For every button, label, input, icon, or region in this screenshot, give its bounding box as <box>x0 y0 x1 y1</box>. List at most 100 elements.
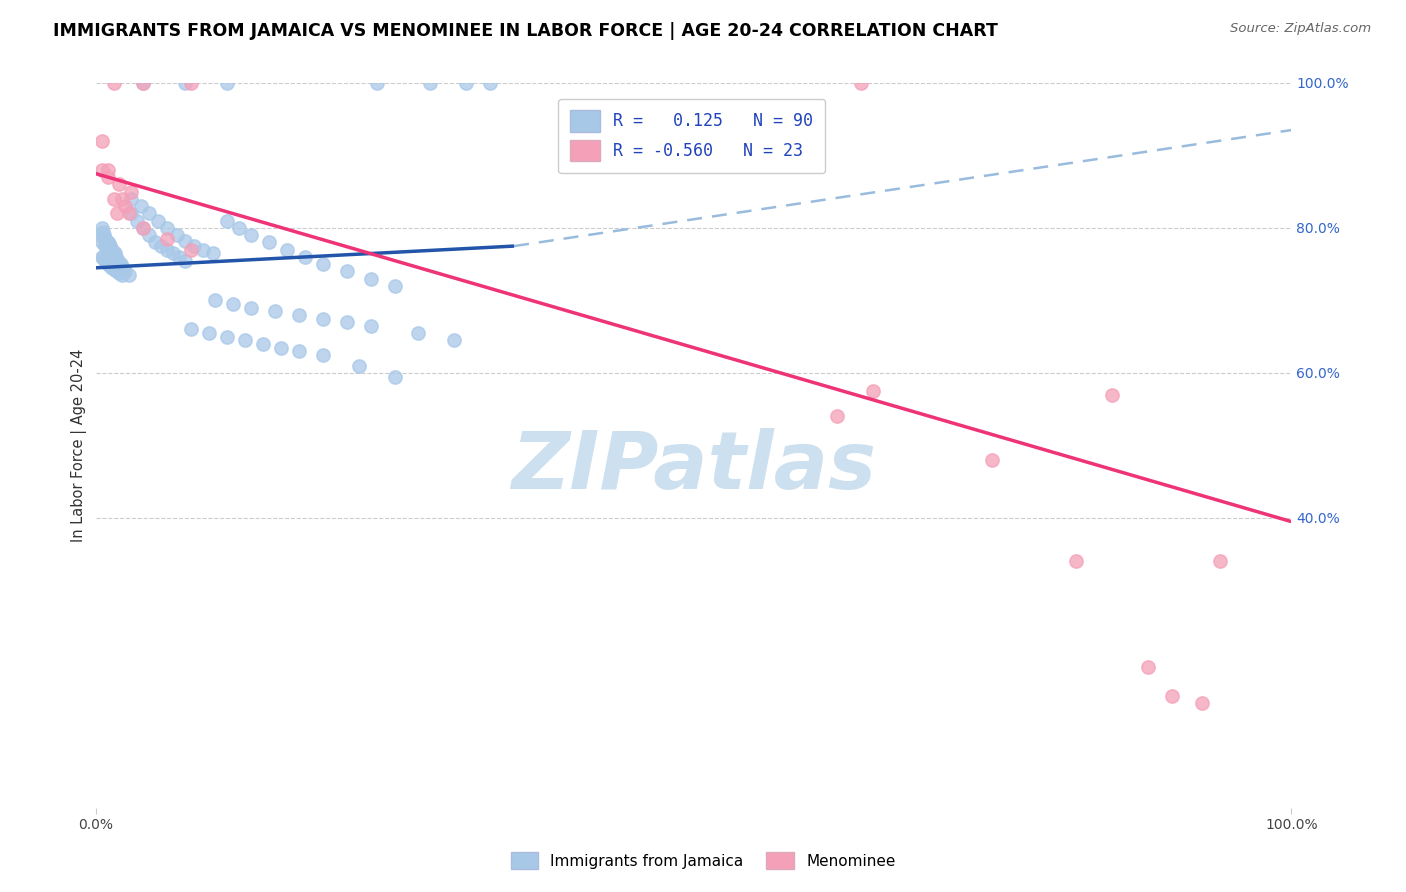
Point <box>96 243 118 257</box>
Point <box>479 76 502 90</box>
Point <box>132 221 155 235</box>
Point <box>103 246 125 260</box>
Point <box>96 235 118 250</box>
Point <box>193 243 215 257</box>
Point <box>111 192 134 206</box>
Point <box>103 192 125 206</box>
Point <box>1064 554 1087 568</box>
Point <box>96 234 118 248</box>
Point <box>143 235 166 250</box>
Point <box>384 369 406 384</box>
Point <box>183 239 205 253</box>
Point <box>111 260 134 275</box>
Point <box>240 301 263 315</box>
Point <box>217 76 239 90</box>
Point <box>104 250 127 264</box>
Point <box>138 228 160 243</box>
Point <box>233 334 256 348</box>
Text: IMMIGRANTS FROM JAMAICA VS MENOMINEE IN LABOR FORCE | AGE 20-24 CORRELATION CHAR: IMMIGRANTS FROM JAMAICA VS MENOMINEE IN … <box>53 22 998 40</box>
Point <box>132 76 155 90</box>
Point <box>108 257 131 271</box>
Point <box>294 250 316 264</box>
Point <box>94 232 117 246</box>
Point <box>360 271 382 285</box>
Point <box>114 199 136 213</box>
Point <box>96 235 118 250</box>
Point <box>201 246 224 260</box>
Point <box>120 192 142 206</box>
Point <box>156 221 179 235</box>
Point <box>98 246 121 260</box>
Point <box>240 228 263 243</box>
Point <box>107 253 129 268</box>
Point <box>90 221 112 235</box>
Point <box>108 178 131 192</box>
Point <box>217 329 239 343</box>
Point <box>90 250 112 264</box>
Point <box>366 76 388 90</box>
Point <box>114 264 136 278</box>
Point <box>174 253 197 268</box>
Point <box>94 239 117 253</box>
Point <box>101 243 124 257</box>
Point <box>104 263 127 277</box>
Point <box>120 206 142 220</box>
Point <box>162 246 184 260</box>
Point <box>118 206 141 220</box>
Point <box>103 76 125 90</box>
Point <box>98 259 121 273</box>
Point <box>94 254 117 268</box>
Point <box>180 322 202 336</box>
Point <box>217 213 239 227</box>
Point <box>180 76 202 90</box>
Point <box>101 260 124 275</box>
Point <box>132 76 155 90</box>
Point <box>105 253 128 268</box>
Point <box>204 293 226 308</box>
Point <box>336 315 359 329</box>
Point <box>419 76 441 90</box>
Point <box>118 268 141 282</box>
Point <box>90 228 112 243</box>
Point <box>111 268 134 282</box>
Point <box>360 318 382 333</box>
Point <box>174 76 197 90</box>
Point <box>129 199 152 213</box>
Point <box>257 235 280 250</box>
Y-axis label: In Labor Force | Age 20-24: In Labor Force | Age 20-24 <box>72 349 87 542</box>
Point <box>862 384 884 398</box>
Point <box>150 239 173 253</box>
Point <box>1208 554 1230 568</box>
Point <box>456 76 478 90</box>
Point <box>981 453 1004 467</box>
Point <box>849 76 872 90</box>
Point <box>105 206 128 220</box>
Point <box>222 297 245 311</box>
Point <box>174 234 197 248</box>
Point <box>288 308 311 322</box>
Point <box>132 221 155 235</box>
Point <box>98 239 121 253</box>
Point <box>112 260 135 275</box>
Point <box>198 326 221 340</box>
Point <box>103 250 125 264</box>
Point <box>108 266 131 280</box>
Point <box>91 225 114 239</box>
Point <box>312 257 335 271</box>
Point <box>138 206 160 220</box>
Point <box>100 243 122 257</box>
Point <box>1101 387 1123 401</box>
Point <box>347 359 370 373</box>
Point <box>146 213 169 227</box>
Point <box>120 185 142 199</box>
Point <box>105 264 128 278</box>
Point <box>270 341 292 355</box>
Point <box>91 252 114 266</box>
Point <box>90 163 112 178</box>
Legend: R =   0.125   N = 90, R = -0.560   N = 23: R = 0.125 N = 90, R = -0.560 N = 23 <box>558 98 825 173</box>
Point <box>443 334 465 348</box>
Point <box>408 326 430 340</box>
Point <box>96 170 118 185</box>
Point <box>156 232 179 246</box>
Point <box>228 221 250 235</box>
